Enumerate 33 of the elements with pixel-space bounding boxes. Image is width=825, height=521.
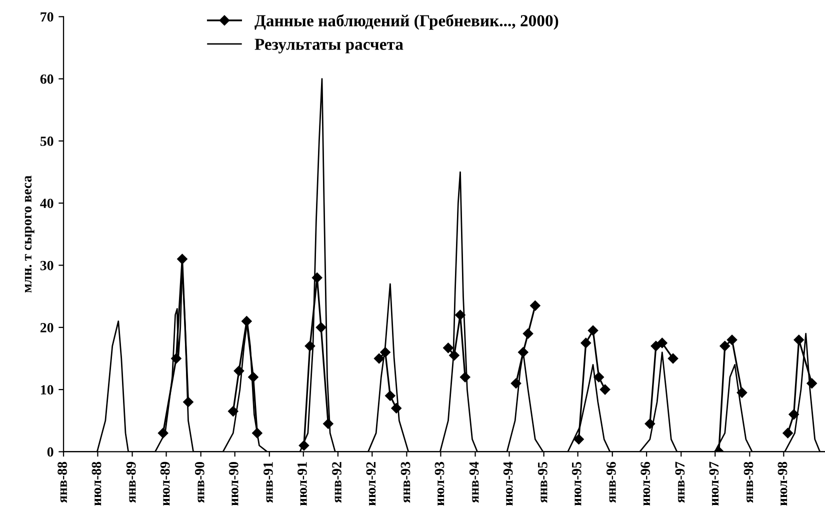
- x-tick-label: июл-91: [298, 462, 307, 506]
- x-tick-label: янв-90: [194, 462, 204, 503]
- x-tick-label: июл-89: [160, 462, 170, 506]
- y-tick-label: 50: [40, 136, 54, 146]
- x-tick-label: янв-94: [469, 462, 479, 503]
- y-tick-label: 70: [40, 12, 54, 22]
- x-tick-label: июл-95: [572, 462, 582, 506]
- x-tick-label: янв-92: [332, 462, 342, 503]
- y-tick-label: 20: [40, 322, 54, 332]
- x-tick-label: янв-89: [126, 462, 136, 503]
- x-tick-label: июл-92: [366, 462, 376, 506]
- legend-label: Результаты расчета: [254, 38, 404, 54]
- y-tick-label: 40: [40, 198, 54, 208]
- x-tick-label: янв-88: [58, 462, 67, 503]
- x-tick-label: июл-88: [92, 462, 102, 506]
- x-tick-label: июл-94: [503, 462, 513, 506]
- x-tick-label: июл-93: [434, 462, 444, 506]
- y-tick-label: 0: [47, 447, 54, 457]
- x-tick-label: янв-91: [264, 462, 273, 503]
- x-tick-label: июл-98: [778, 462, 788, 506]
- x-tick-label: июл-90: [228, 462, 238, 506]
- x-tick-label: янв-98: [744, 462, 754, 503]
- x-tick-label: янв-97: [675, 462, 685, 503]
- x-tick-label: июл-97: [709, 462, 719, 506]
- y-axis-title: млн. т сырого веса: [24, 176, 34, 293]
- x-tick-label: июл-96: [640, 462, 650, 506]
- legend-label: Данные наблюдений (Гребневик..., 2000): [254, 14, 558, 30]
- y-tick-label: 30: [40, 260, 54, 270]
- x-tick-label: янв-95: [538, 462, 548, 503]
- y-tick-label: 10: [41, 385, 54, 395]
- x-tick-label: янв-96: [606, 462, 616, 503]
- y-tick-label: 60: [40, 74, 54, 84]
- x-tick-label: янв-93: [400, 462, 410, 503]
